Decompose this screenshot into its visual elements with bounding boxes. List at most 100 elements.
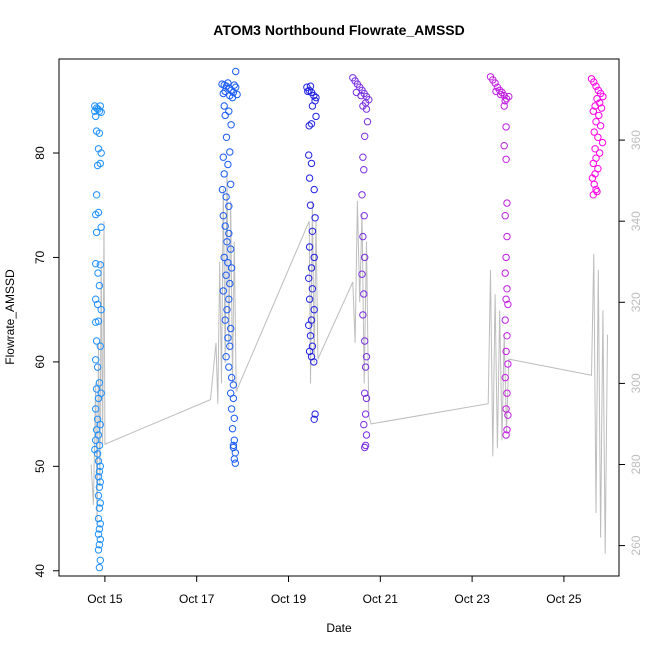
data-point: [225, 229, 233, 238]
x-tick-label: Oct 21: [363, 592, 399, 606]
y2-tick-label: 300: [629, 373, 643, 393]
data-point: [504, 360, 512, 368]
data-point: [305, 122, 313, 130]
data-point: [305, 243, 314, 251]
data-point: [96, 499, 105, 507]
data-point: [501, 97, 509, 105]
y2-tick-label: 260: [629, 535, 643, 555]
data-point: [310, 415, 318, 423]
data-point: [503, 426, 511, 434]
data-point: [224, 334, 232, 342]
data-point: [361, 389, 369, 397]
data-point: [96, 556, 105, 564]
data-point: [357, 91, 365, 100]
data-point: [92, 426, 101, 434]
data-point: [231, 459, 240, 467]
data-point: [221, 87, 229, 96]
data-point: [96, 159, 105, 168]
data-point: [218, 185, 227, 194]
data-point: [363, 118, 372, 126]
data-point: [595, 111, 603, 120]
data-point: [592, 118, 600, 126]
data-point: [594, 133, 602, 142]
data-point: [96, 535, 105, 544]
data-point: [223, 238, 231, 246]
data-point: [95, 281, 104, 290]
data-point: [94, 514, 103, 523]
plot-frame: [58, 58, 620, 577]
series-group-1: [91, 102, 105, 572]
data-point: [230, 414, 239, 422]
y2-tick-label: 360: [629, 130, 643, 150]
data-point: [504, 300, 512, 309]
data-point: [310, 185, 318, 194]
data-point: [227, 264, 236, 272]
data-point: [590, 128, 598, 136]
data-point: [305, 295, 314, 303]
data-point: [219, 212, 228, 220]
data-point: [93, 300, 102, 309]
data-point: [225, 107, 233, 115]
data-point: [310, 253, 318, 262]
x-tick-label: Oct 15: [87, 592, 123, 606]
x-tick-label: Oct 23: [454, 592, 490, 606]
data-point: [503, 285, 511, 293]
y2-tick-label: 320: [629, 292, 643, 312]
data-point: [361, 132, 369, 141]
data-point: [307, 264, 316, 272]
data-point: [95, 379, 104, 387]
data-point: [305, 321, 313, 329]
data-point: [227, 180, 235, 189]
data-point: [311, 410, 319, 418]
secondary-series-layer: [90, 172, 608, 554]
data-point: [596, 122, 605, 130]
chart-title: ATOM3 Northbound Flowrate_AMSSD: [213, 22, 464, 38]
data-point: [503, 389, 511, 397]
data-point: [220, 102, 228, 110]
series-group-5: [486, 73, 513, 439]
y-tick-label: 70: [33, 250, 47, 264]
data-point: [232, 83, 240, 91]
data-point: [358, 191, 366, 199]
data-point: [312, 112, 320, 121]
data-point: [224, 259, 232, 267]
y-tick-label: 50: [33, 459, 47, 473]
data-point: [502, 253, 510, 262]
data-point: [503, 332, 511, 340]
data-point: [502, 95, 511, 103]
data-point: [224, 160, 232, 169]
data-point: [92, 385, 101, 393]
data-point: [95, 483, 104, 491]
data-point: [229, 441, 238, 450]
data-point: [305, 151, 313, 159]
data-point: [93, 363, 102, 371]
data-point: [305, 347, 314, 356]
data-point: [95, 129, 104, 137]
data-point: [96, 261, 105, 269]
data-point: [500, 142, 508, 150]
data-point: [230, 81, 239, 89]
data-point: [589, 107, 597, 115]
data-point: [501, 316, 509, 324]
data-point: [308, 285, 317, 293]
data-point: [222, 271, 230, 279]
data-point: [96, 420, 105, 429]
data-point: [222, 133, 231, 142]
data-point: [500, 102, 508, 110]
data-point: [304, 87, 312, 96]
data-point: [502, 155, 510, 164]
data-point: [97, 149, 105, 157]
data-point: [97, 306, 105, 314]
data-point: [227, 373, 236, 382]
data-point: [97, 108, 105, 117]
data-point: [590, 180, 598, 189]
data-point: [596, 149, 604, 157]
data-point: [228, 425, 237, 433]
data-point: [360, 420, 368, 429]
data-point: [360, 212, 368, 220]
data-point: [360, 290, 368, 298]
data-point: [362, 105, 371, 113]
data-point: [95, 504, 104, 512]
data-point: [597, 104, 606, 112]
